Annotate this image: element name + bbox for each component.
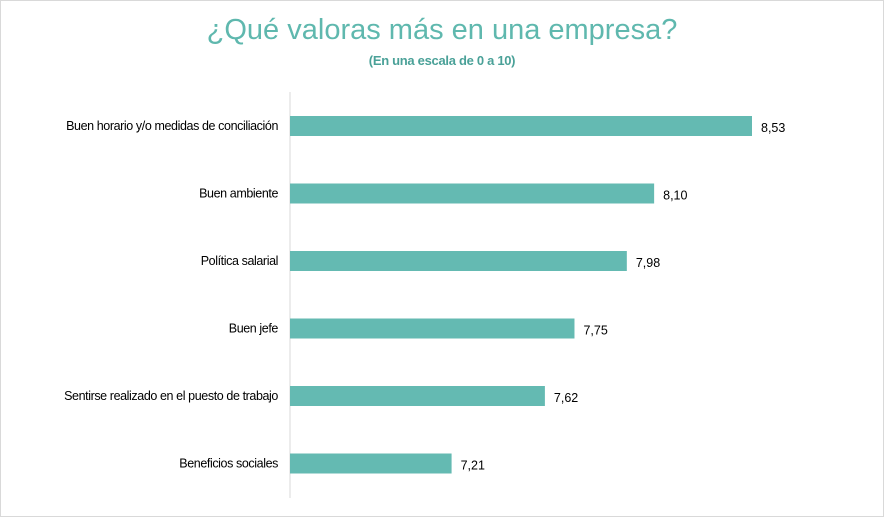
category-label: Sentirse realizado en el puesto de traba… bbox=[64, 389, 278, 403]
value-label: 8,10 bbox=[663, 189, 687, 203]
bar bbox=[290, 183, 655, 204]
bar bbox=[290, 251, 627, 271]
category-label: Buen jefe bbox=[229, 322, 279, 336]
chart-title: ¿Qué valoras más en una empresa? bbox=[206, 14, 678, 46]
value-label: 7,98 bbox=[636, 256, 660, 270]
value-label: 7,21 bbox=[461, 459, 485, 473]
value-label: 8,53 bbox=[761, 121, 785, 135]
value-label: 7,75 bbox=[583, 324, 607, 338]
category-label: Buen ambiente bbox=[199, 187, 278, 201]
chart-subtitle: (En una escala de 0 a 10) bbox=[368, 53, 516, 68]
category-label: Buen horario y/o medidas de conciliación bbox=[66, 119, 278, 133]
bar bbox=[290, 318, 575, 339]
bar bbox=[290, 116, 752, 136]
category-label: Política salarial bbox=[201, 254, 278, 268]
bar bbox=[290, 453, 452, 474]
bar bbox=[290, 386, 545, 406]
category-label: Beneficios sociales bbox=[179, 457, 278, 471]
value-label: 7,62 bbox=[554, 391, 578, 405]
